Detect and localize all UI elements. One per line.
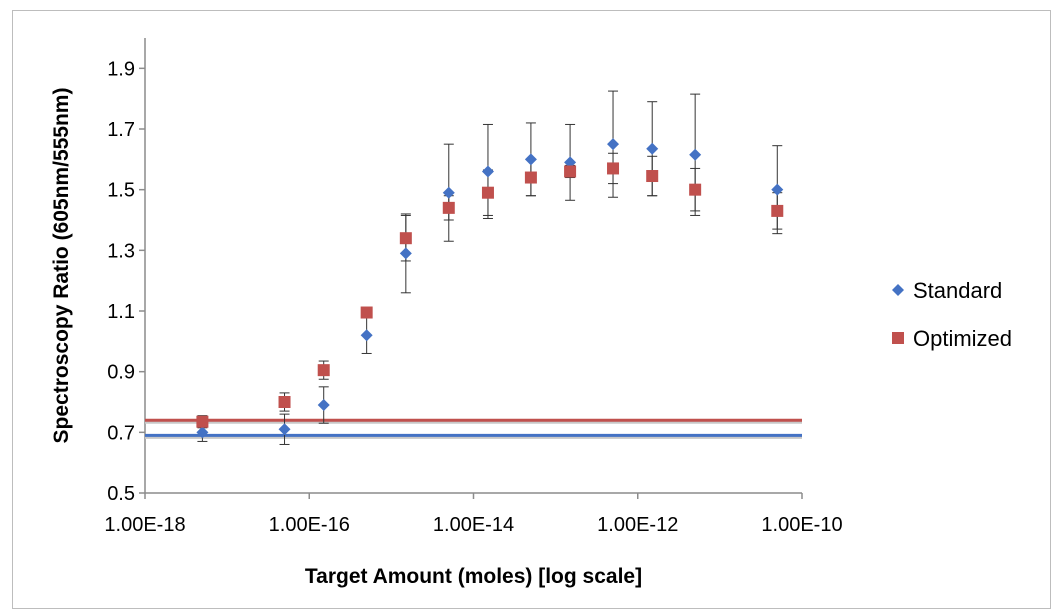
- x-axis-title: Target Amount (moles) [log scale]: [305, 565, 642, 588]
- legend: Standard Optimized: [892, 278, 1012, 351]
- standard-point: [524, 153, 537, 166]
- x-tick-label: 1.00E-10: [761, 514, 842, 536]
- standard-point: [607, 138, 620, 151]
- legend-item: Optimized: [892, 326, 1012, 351]
- axes: [144, 38, 802, 494]
- optimized-point: [399, 232, 412, 245]
- y-ticks: 0.5 0.7 0.9 1.1 1.3 1.5 1.7 1.9: [107, 58, 145, 505]
- y-axis-title: Spectroscopy Ratio (605nm/555nm): [50, 88, 73, 444]
- x-tick-label: 1.00E-12: [597, 514, 678, 536]
- optimized-point: [607, 162, 620, 175]
- legend-label: Standard: [913, 278, 1002, 303]
- y-tick-label: 1.9: [107, 58, 135, 80]
- standard-point: [399, 247, 412, 260]
- y-tick-label: 1.5: [107, 180, 135, 202]
- y-tick-label: 0.7: [107, 422, 135, 444]
- standard-point: [360, 329, 373, 342]
- standard-point: [771, 183, 784, 196]
- y-tick-label: 1.7: [107, 119, 135, 141]
- data-markers: [196, 138, 784, 439]
- x-tick-label: 1.00E-14: [433, 514, 514, 536]
- optimized-point: [689, 183, 702, 196]
- y-tick-label: 0.5: [107, 483, 135, 505]
- x-tick-label: 1.00E-18: [104, 514, 185, 536]
- legend-square: [892, 332, 904, 344]
- legend-diamond: [892, 284, 904, 296]
- y-tick-label: 1.3: [107, 240, 135, 262]
- standard-point: [196, 426, 209, 439]
- optimized-point: [360, 306, 373, 319]
- standard-point: [278, 423, 291, 436]
- chart-frame: [12, 10, 1051, 609]
- standard-point: [689, 148, 702, 161]
- standard-point: [442, 186, 455, 199]
- optimized-point: [564, 165, 577, 178]
- standard-point: [317, 399, 330, 412]
- standard-point: [646, 142, 659, 155]
- legend-label: Optimized: [913, 326, 1012, 351]
- baselines: [145, 418, 802, 439]
- standard-point: [564, 156, 577, 169]
- optimized-point: [646, 170, 659, 183]
- optimized-point: [771, 204, 784, 217]
- optimized-point: [442, 201, 455, 214]
- standard-point: [481, 165, 494, 178]
- y-tick-label: 0.9: [107, 362, 135, 384]
- optimized-point: [196, 415, 209, 428]
- optimized-point: [524, 171, 537, 184]
- x-tick-label: 1.00E-16: [269, 514, 350, 536]
- optimized-point: [278, 396, 291, 408]
- legend-item: Standard: [892, 278, 1002, 303]
- optimized-point: [481, 186, 494, 199]
- error-bars: [197, 90, 783, 445]
- x-ticks: 1.00E-18 1.00E-16 1.00E-14 1.00E-12 1.00E-10: [104, 493, 843, 536]
- y-tick-label: 1.1: [107, 301, 135, 323]
- optimized-point: [317, 364, 330, 377]
